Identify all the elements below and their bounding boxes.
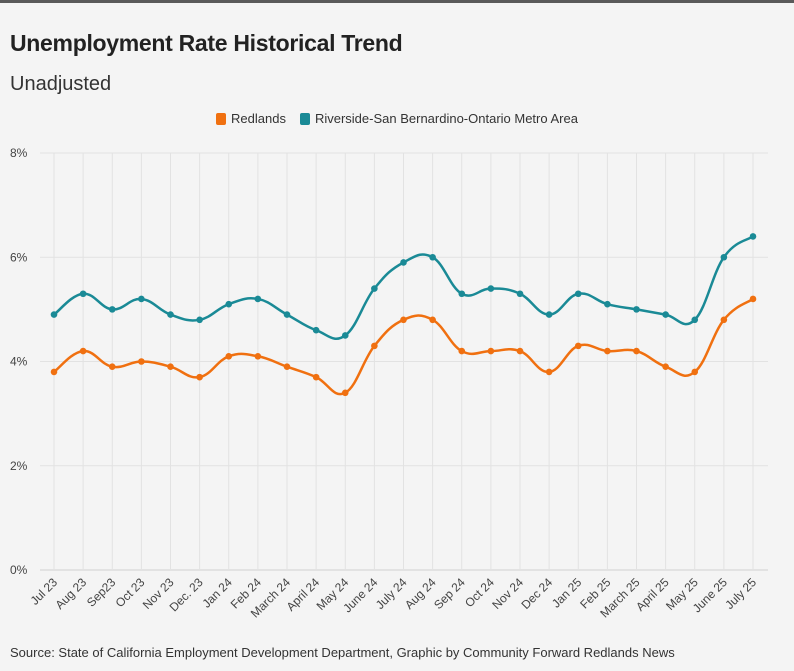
data-point-metro <box>720 253 728 261</box>
data-point-metro <box>196 316 203 324</box>
data-point-redlands <box>720 316 728 324</box>
legend-label-metro: Riverside-San Bernardino-Ontario Metro A… <box>314 111 578 126</box>
data-point-metro <box>138 295 145 303</box>
data-point-redlands <box>79 347 87 355</box>
data-point-redlands <box>167 363 174 371</box>
legend-label-redlands: Redlands <box>231 111 286 126</box>
legend: Redlands Riverside-San Bernardino-Ontari… <box>0 111 794 126</box>
data-point-redlands <box>108 363 116 371</box>
data-point-metro <box>50 311 58 318</box>
data-point-redlands <box>691 368 699 376</box>
data-point-redlands <box>458 347 466 355</box>
top-border <box>0 0 794 3</box>
data-point-metro <box>167 311 174 318</box>
legend-swatch-metro <box>299 112 310 125</box>
x-tick-label: April 25 <box>633 575 672 614</box>
data-point-metro <box>545 311 553 318</box>
data-point-metro <box>429 253 436 261</box>
data-point-redlands <box>749 295 757 303</box>
source-note: Source: State of California Employment D… <box>10 645 675 660</box>
data-point-redlands <box>254 352 262 360</box>
data-point-metro <box>79 290 87 298</box>
data-point-metro <box>633 306 640 313</box>
data-point-redlands <box>545 368 553 376</box>
legend-item-redlands[interactable]: Redlands <box>216 111 286 126</box>
data-point-metro <box>283 311 291 318</box>
data-point-metro <box>487 285 495 292</box>
data-point-redlands <box>662 363 669 371</box>
x-tick-label: Jan 25 <box>549 575 585 611</box>
y-tick-label: 0% <box>10 563 28 577</box>
y-tick-label: 8% <box>10 146 28 160</box>
data-point-metro <box>604 300 611 308</box>
x-tick-label: July 25 <box>722 575 759 612</box>
data-point-redlands <box>283 363 291 371</box>
data-point-redlands <box>138 358 145 365</box>
data-point-metro <box>225 300 233 308</box>
data-point-redlands <box>604 347 611 355</box>
data-point-redlands <box>225 352 233 360</box>
x-tick-label: Jan 24 <box>199 575 235 611</box>
data-point-redlands <box>574 342 582 350</box>
legend-swatch-redlands <box>216 112 227 125</box>
x-tick-label: Sep23 <box>84 575 119 610</box>
data-point-metro <box>341 332 349 339</box>
data-point-metro <box>516 290 524 298</box>
data-point-metro <box>662 311 669 318</box>
data-point-metro <box>691 316 699 324</box>
data-point-metro <box>371 285 378 292</box>
legend-item-metro[interactable]: Riverside-San Bernardino-Ontario Metro A… <box>299 111 578 126</box>
data-point-redlands <box>516 347 524 355</box>
data-point-metro <box>108 306 116 313</box>
y-tick-label: 2% <box>10 459 28 473</box>
x-tick-label: Nov 24 <box>489 575 526 612</box>
y-tick-label: 4% <box>10 355 28 369</box>
x-tick-label: April 24 <box>284 575 323 614</box>
x-tick-label: July 24 <box>373 575 410 612</box>
x-tick-label: Sep 24 <box>431 575 468 612</box>
y-tick-label: 6% <box>10 250 28 264</box>
x-tick-label: Aug 23 <box>52 575 89 612</box>
data-point-metro <box>749 233 757 240</box>
x-tick-label: Dec 24 <box>518 575 555 612</box>
data-point-redlands <box>429 316 436 324</box>
chart-subtitle: Unadjusted <box>10 73 112 95</box>
data-point-metro <box>312 326 320 334</box>
x-tick-label: Dec. 23 <box>167 575 206 614</box>
data-point-redlands <box>371 342 378 350</box>
data-point-metro <box>400 259 407 266</box>
data-point-redlands <box>341 389 349 397</box>
data-point-redlands <box>196 373 203 381</box>
data-point-redlands <box>400 316 407 324</box>
data-point-redlands <box>50 368 58 376</box>
data-point-metro <box>254 295 262 303</box>
data-point-redlands <box>312 373 320 381</box>
data-point-metro <box>574 290 582 298</box>
data-point-redlands <box>487 347 495 355</box>
chart-title: Unemployment Rate Historical Trend <box>10 30 403 56</box>
data-point-metro <box>458 290 466 298</box>
x-tick-label: Aug 24 <box>402 575 439 612</box>
data-point-redlands <box>633 347 640 355</box>
